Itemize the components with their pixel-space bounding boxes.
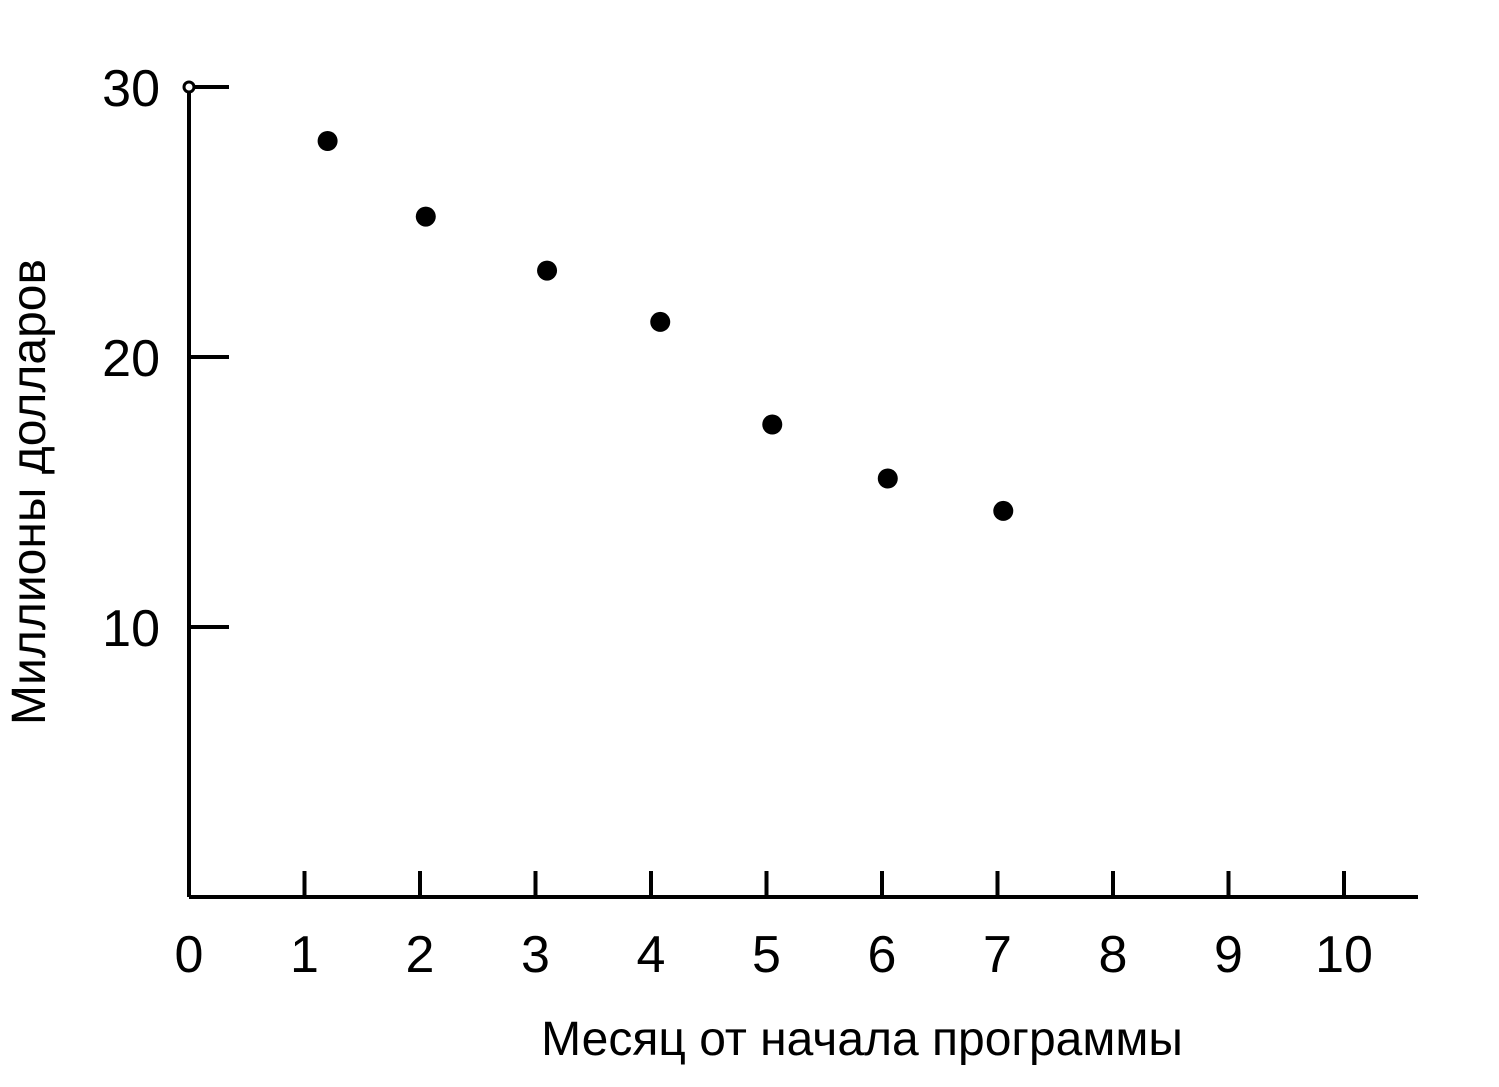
y-axis-title: Миллионы долларов xyxy=(3,259,56,725)
y-tick-label: 10 xyxy=(102,600,160,658)
data-point xyxy=(182,80,196,94)
data-point xyxy=(650,311,671,332)
x-tick-label: 7 xyxy=(983,926,1012,984)
x-tick-label: 8 xyxy=(1099,926,1128,984)
data-point xyxy=(762,414,783,435)
data-point xyxy=(415,206,436,227)
data-point xyxy=(317,131,338,151)
data-point xyxy=(993,500,1014,521)
x-tick-label: 2 xyxy=(406,926,435,984)
x-axis-ticks: 0 1 2 3 4 5 6 7 8 9 10 xyxy=(175,871,1373,984)
x-tick-label: 6 xyxy=(868,926,897,984)
x-axis-title: Месяц от начала программы xyxy=(541,1013,1183,1066)
x-tick-label: 4 xyxy=(637,926,666,984)
x-tick-label: 10 xyxy=(1315,926,1373,984)
axes xyxy=(187,87,1418,899)
x-tick-label: 1 xyxy=(290,926,319,984)
data-point xyxy=(877,468,898,489)
data-point xyxy=(537,260,558,281)
x-tick-label: 5 xyxy=(752,926,781,984)
y-tick-label: 30 xyxy=(102,60,160,118)
data-points xyxy=(182,80,1014,521)
x-tick-label: 3 xyxy=(521,926,550,984)
y-tick-label: 20 xyxy=(102,330,160,388)
y-axis-ticks: 10 20 30 xyxy=(102,60,229,658)
x-tick-label: 9 xyxy=(1214,926,1243,984)
x-tick-label: 0 xyxy=(175,926,204,984)
